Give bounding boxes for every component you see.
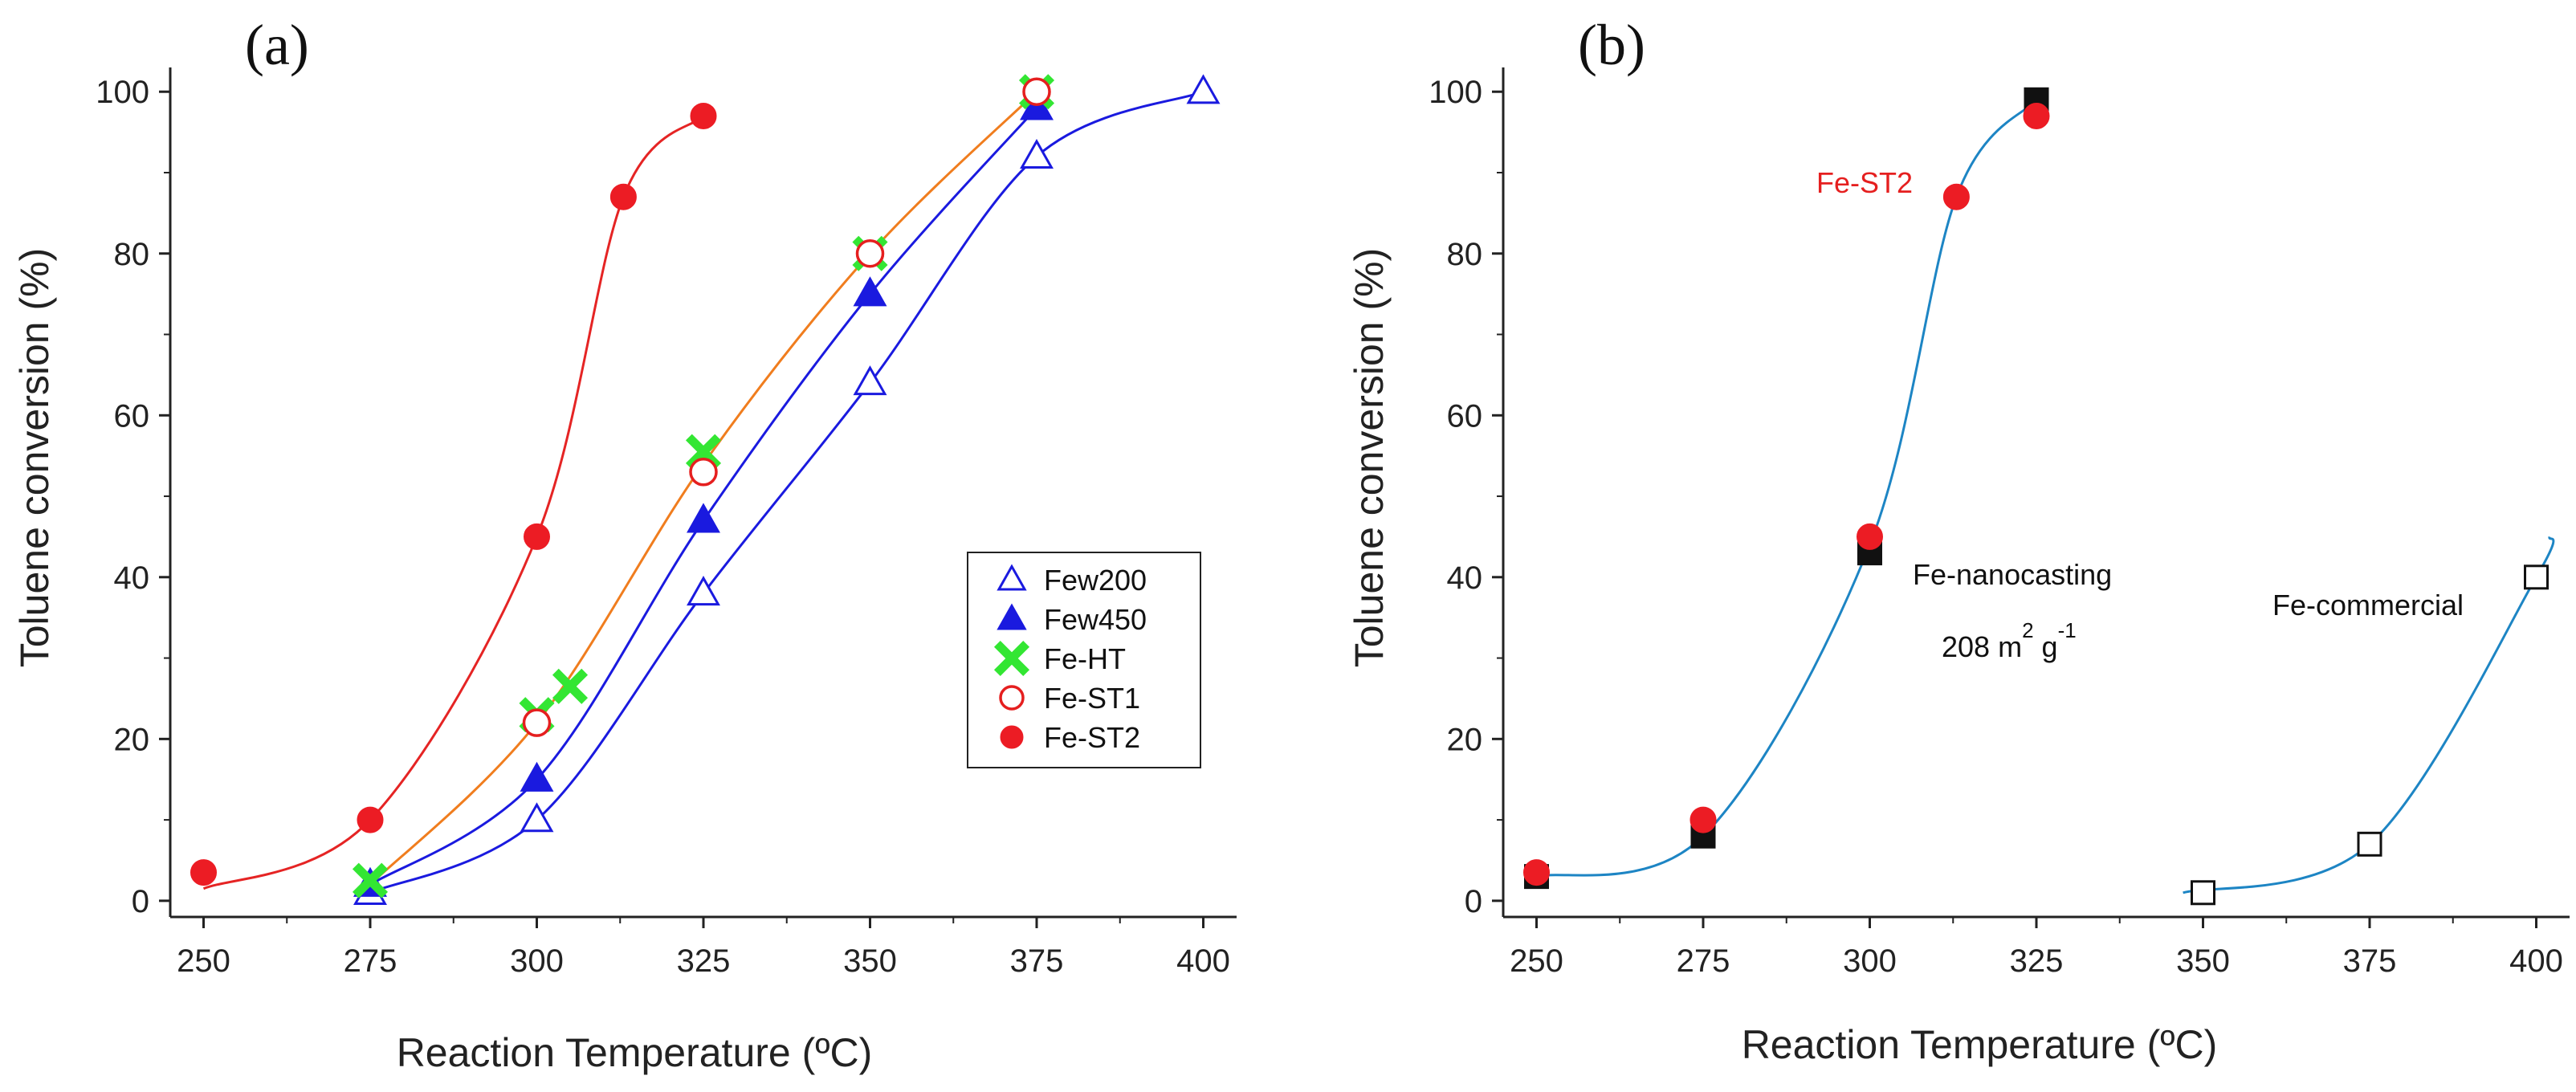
legend-marker-few200 xyxy=(997,564,1027,591)
x-tick-label: 375 xyxy=(2343,943,2397,979)
panel-a-y-axis-label: Toluene conversion (%) xyxy=(12,248,57,668)
data-point-fe-ht xyxy=(352,862,389,898)
data-point-fe-st2 xyxy=(2023,102,2050,129)
data-point-fe-st1 xyxy=(855,239,885,268)
panel-a-markers xyxy=(190,74,1221,905)
legend-label-few450: Few450 xyxy=(1044,603,1147,636)
y-tick-label: 100 xyxy=(96,75,149,110)
panel-b-curves xyxy=(1536,99,2555,894)
data-point-fe-st2 xyxy=(190,859,217,886)
y-tick-label: 40 xyxy=(114,560,150,596)
y-tick-label: 80 xyxy=(114,237,150,272)
x-tick-label: 300 xyxy=(510,943,564,979)
legend-marker-few450 xyxy=(997,603,1027,630)
annotation-surface-area-mid: g xyxy=(2034,630,2058,663)
panel-a-label: (a) xyxy=(245,13,309,77)
curve-fe-ht xyxy=(369,91,1038,886)
data-point-fe-commercial xyxy=(2191,880,2215,906)
x-tick-label: 250 xyxy=(1510,943,1563,979)
y-tick-label: 0 xyxy=(1465,884,1482,919)
data-point-fe-st2 xyxy=(1689,806,1717,833)
data-point-few200 xyxy=(520,802,554,833)
y-tick-label: 20 xyxy=(1447,722,1483,757)
panel-a: (a) 250 275 300 325 350 375 400 0 20 40 60 80 100 Re… xyxy=(12,13,1237,1075)
x-tick-label: 275 xyxy=(344,943,397,979)
panel-b-label: (b) xyxy=(1578,13,1645,77)
y-tick-label: 100 xyxy=(1429,75,1482,110)
data-point-fe-ht xyxy=(552,668,589,704)
x-tick-label: 375 xyxy=(1010,943,1064,979)
panel-b-y-axis-label: Toluene conversion (%) xyxy=(1347,248,1392,668)
panel-a-curves xyxy=(202,90,1204,894)
data-point-fe-st1 xyxy=(522,708,552,737)
annotation-fe-st2: Fe-ST2 xyxy=(1816,166,1913,199)
data-point-fe-commercial xyxy=(2524,564,2549,590)
legend-marker-fe-st2 xyxy=(1000,725,1024,749)
annotation-fe-commercial: Fe-commercial xyxy=(2272,589,2464,621)
panel-b-markers xyxy=(1523,87,2549,906)
data-point-fe-st2 xyxy=(357,806,384,833)
y-tick-label: 20 xyxy=(114,722,150,757)
panel-a-axes xyxy=(169,67,1237,919)
panel-b-x-axis-label: Reaction Temperature (ºC) xyxy=(1742,1022,2218,1067)
x-tick-label: 400 xyxy=(2509,943,2563,979)
data-point-few200 xyxy=(687,576,720,606)
panel-a-ticks: 250 275 300 325 350 375 400 0 20 40 60 80 100 xyxy=(96,75,1230,979)
data-point-fe-st2 xyxy=(690,102,717,129)
y-tick-label: 40 xyxy=(1447,560,1483,596)
data-point-few450 xyxy=(687,503,720,533)
data-point-few200 xyxy=(853,365,887,396)
y-tick-label: 60 xyxy=(114,398,150,434)
curve-few200 xyxy=(369,90,1204,894)
data-point-fe-st1 xyxy=(689,458,718,487)
data-point-fe-st2 xyxy=(524,523,550,550)
data-point-few450 xyxy=(520,761,554,792)
x-tick-label: 325 xyxy=(677,943,731,979)
annotation-fe-nanocasting: Fe-nanocasting xyxy=(1913,558,2112,591)
legend-label-fe-ht: Fe-HT xyxy=(1044,642,1126,675)
curve-fe-commercial xyxy=(2183,536,2555,894)
data-point-few450 xyxy=(853,276,887,307)
panel-b-axes xyxy=(1502,67,2570,919)
legend-marker-fe-st1 xyxy=(999,685,1025,711)
legend-label-few200: Few200 xyxy=(1044,564,1147,597)
legend-label-fe-st2: Fe-ST2 xyxy=(1044,721,1140,754)
data-point-fe-commercial xyxy=(2357,831,2382,857)
y-tick-label: 0 xyxy=(132,884,149,919)
curve-few450 xyxy=(369,107,1038,886)
data-point-fe-st1 xyxy=(1022,77,1051,106)
data-point-fe-st2 xyxy=(1942,183,1970,210)
annotation-surface-area: 208 m2 g-1 xyxy=(1942,618,2077,663)
panel-b: (b) 250 275 300 325 350 375 400 0 20 40 60 80 100 Re… xyxy=(1347,13,2570,1067)
legend-marker-fe-ht xyxy=(993,640,1030,677)
legend-label-fe-st1: Fe-ST1 xyxy=(1044,682,1140,715)
panel-a-legend: Few200 Few450 Fe-HT Fe-ST1 Fe-ST2 xyxy=(967,552,1201,768)
data-point-few200 xyxy=(1020,138,1054,169)
data-point-fe-st2 xyxy=(609,183,637,210)
data-point-fe-st2 xyxy=(1523,859,1550,886)
annotation-surface-area-sup1: 2 xyxy=(2022,618,2033,642)
curve-fe-st2 xyxy=(202,115,705,890)
x-tick-label: 300 xyxy=(1843,943,1897,979)
x-tick-label: 350 xyxy=(843,943,897,979)
y-tick-label: 80 xyxy=(1447,237,1483,272)
panel-a-x-axis-label: Reaction Temperature (ºC) xyxy=(397,1030,873,1075)
data-point-fe-st2 xyxy=(1857,523,1883,550)
x-tick-label: 275 xyxy=(1677,943,1730,979)
curve-fe-nanocasting xyxy=(1536,99,2038,878)
x-tick-label: 325 xyxy=(2010,943,2064,979)
x-tick-label: 250 xyxy=(177,943,230,979)
data-point-fe-ht xyxy=(685,434,722,470)
data-point-few200 xyxy=(1186,74,1221,104)
x-tick-label: 400 xyxy=(1176,943,1230,979)
annotation-surface-area-sup2: -1 xyxy=(2058,618,2077,642)
annotation-surface-area-value: 208 m xyxy=(1942,630,2022,663)
y-tick-label: 60 xyxy=(1447,398,1483,434)
panel-b-ticks: 250 275 300 325 350 375 400 0 20 40 60 80 100 xyxy=(1429,75,2563,979)
x-tick-label: 350 xyxy=(2176,943,2230,979)
